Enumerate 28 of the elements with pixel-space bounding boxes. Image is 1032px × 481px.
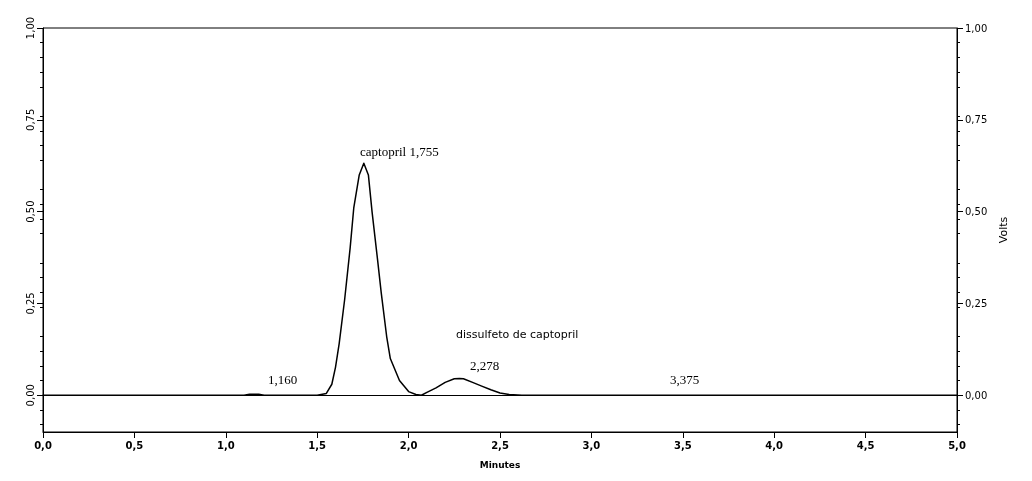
x-axis-title: Minutes xyxy=(479,459,521,470)
x-tick-label: 3,0 xyxy=(582,439,601,451)
y2-axis-title: Volts xyxy=(997,216,1011,244)
y2-tick-label: 1,00 xyxy=(965,22,988,34)
y2-tick-label: 0,50 xyxy=(965,206,988,218)
annotation: captopril 1,755 xyxy=(360,144,439,159)
annotation: 2,278 xyxy=(470,358,500,373)
x-tick-label: 0,0 xyxy=(34,439,52,451)
x-tick-label: 4,0 xyxy=(765,439,784,451)
annotation: 1,160 xyxy=(268,372,298,387)
annotation: 3,375 xyxy=(670,372,700,387)
y-tick-label: 0,25 xyxy=(24,292,36,315)
x-tick-label: 2,0 xyxy=(399,439,418,451)
x-tick-label: 1,5 xyxy=(308,439,327,451)
y-tick-label: 1,00 xyxy=(24,16,36,40)
x-tick-label: 3,5 xyxy=(673,439,692,451)
y2-tick-label: 0,25 xyxy=(965,297,988,309)
y-tick-label: 0,50 xyxy=(24,200,36,223)
x-tick-label: 1,0 xyxy=(216,439,235,451)
y-tick-label: 0,00 xyxy=(24,384,36,407)
y2-tick-label: 0,75 xyxy=(965,114,988,126)
x-tick-label: 4,5 xyxy=(856,439,875,451)
x-tick-label: 0,5 xyxy=(125,439,144,451)
x-tick-label: 5,0 xyxy=(948,439,966,451)
annotation: dissulfeto de captopril xyxy=(456,328,579,341)
y2-tick-label: 0,00 xyxy=(965,389,988,401)
x-tick-label: 2,5 xyxy=(491,439,509,451)
y-tick-label: 0,75 xyxy=(24,108,36,131)
